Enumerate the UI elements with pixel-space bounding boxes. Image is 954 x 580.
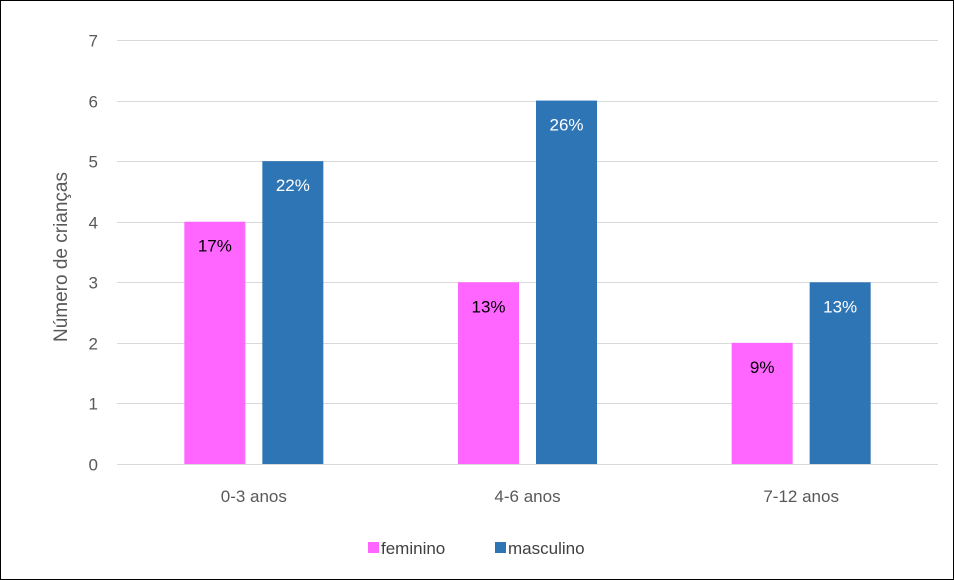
bar-masculino-0: [262, 161, 324, 464]
data-label-masculino-0: 22%: [276, 176, 310, 195]
gridlines: [117, 40, 938, 465]
data-label-feminino-2: 9%: [750, 358, 775, 377]
x-tick-label: 0-3 anos: [221, 487, 287, 506]
data-label-feminino-1: 13%: [471, 297, 505, 316]
x-tick-label: 7-12 anos: [763, 487, 839, 506]
x-tick-label: 4-6 anos: [494, 487, 560, 506]
bar-feminino-0: [184, 221, 246, 464]
bar-feminino-2: [731, 342, 793, 464]
data-label-feminino-0: 17%: [198, 237, 232, 256]
y-tick-label: 3: [89, 274, 98, 293]
data-label-masculino-1: 26%: [549, 116, 583, 135]
bars: [184, 100, 871, 465]
y-tick-label: 4: [89, 214, 98, 233]
y-tick-label: 2: [89, 335, 98, 354]
legend-label-feminino: feminino: [381, 539, 445, 558]
legend-label-masculino: masculino: [508, 539, 585, 558]
bar-masculino-2: [809, 282, 871, 464]
y-tick-label: 6: [89, 93, 98, 112]
y-tick-label: 5: [89, 153, 98, 172]
bar-masculino-1: [536, 100, 597, 465]
data-labels: 17% 22% 13% 26% 9% 13%: [198, 116, 857, 377]
bar-feminino-1: [458, 282, 519, 464]
y-tick-label: 0: [89, 456, 98, 475]
x-axis-ticks: 0-3 anos 4-6 anos 7-12 anos: [221, 487, 839, 506]
y-tick-label: 1: [89, 395, 98, 414]
legend-swatch-masculino: [495, 542, 506, 553]
y-axis-title: Número de crianças: [51, 172, 72, 342]
y-tick-label: 7: [89, 32, 98, 51]
data-label-masculino-2: 13%: [823, 297, 857, 316]
y-axis-ticks: 0 1 2 3 4 5 6 7: [89, 32, 98, 475]
legend-swatch-feminino: [368, 542, 379, 553]
legend: feminino masculino: [368, 539, 585, 558]
